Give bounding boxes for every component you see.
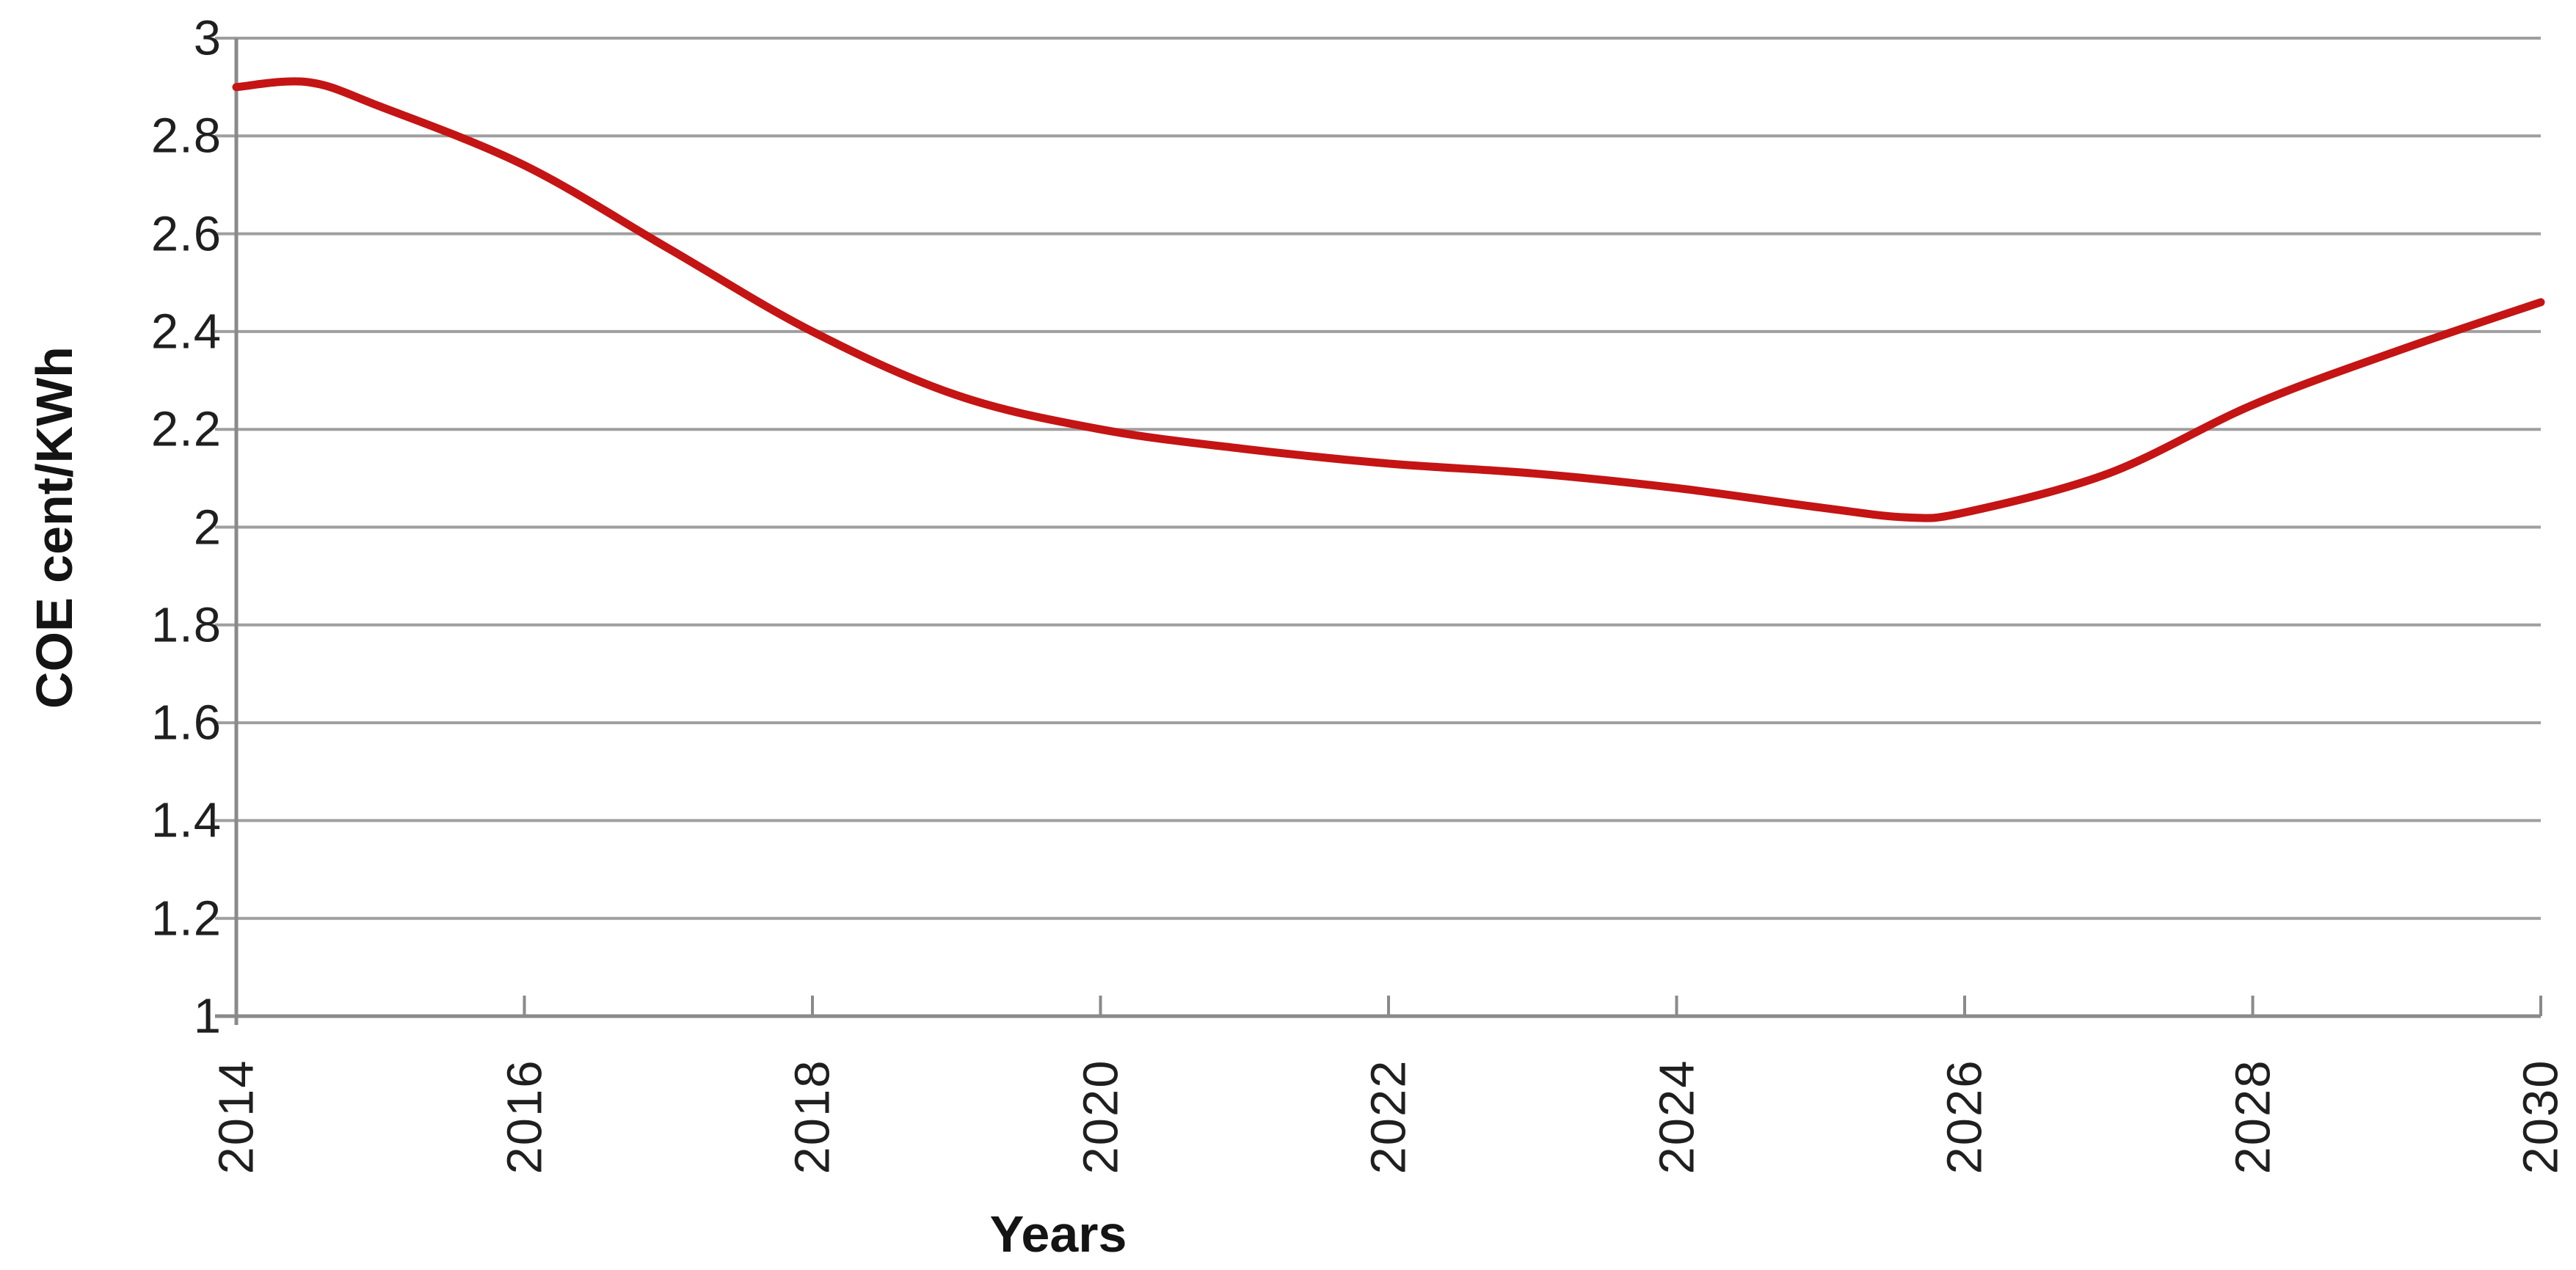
x-axis-title: Years <box>989 1205 1127 1263</box>
x-tick-label-2020: 2020 <box>1073 1059 1128 1175</box>
y-tick-label-2.8: 2.8 <box>150 108 222 164</box>
y-tick-label-1.8: 1.8 <box>150 597 222 653</box>
y-tick-label-2.6: 2.6 <box>150 206 222 262</box>
y-tick-label-3: 3 <box>193 10 222 66</box>
x-tick-label-2024: 2024 <box>1649 1059 1704 1175</box>
x-tick-label-2014: 2014 <box>208 1059 264 1175</box>
y-tick-label-1: 1 <box>193 988 222 1044</box>
y-tick-label-2: 2 <box>193 500 222 555</box>
y-tick-label-2.2: 2.2 <box>150 401 222 457</box>
y-tick-label-1.6: 1.6 <box>150 695 222 751</box>
y-tick-label-1.2: 1.2 <box>150 891 222 946</box>
x-tick-label-2022: 2022 <box>1361 1059 1416 1175</box>
y-tick-label-1.4: 1.4 <box>150 792 222 848</box>
x-tick-label-2018: 2018 <box>785 1059 840 1175</box>
coe-line-series <box>232 77 2545 522</box>
y-tick-label-2.4: 2.4 <box>150 304 222 360</box>
x-tick-label-2016: 2016 <box>497 1059 552 1175</box>
x-tick-label-2028: 2028 <box>2225 1059 2280 1175</box>
x-tick-label-2030: 2030 <box>2513 1059 2569 1175</box>
x-tick-label-2026: 2026 <box>1937 1059 1993 1175</box>
y-axis-title: COE cent/KWh <box>26 346 83 709</box>
